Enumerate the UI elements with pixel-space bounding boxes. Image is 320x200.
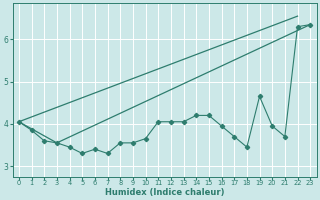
X-axis label: Humidex (Indice chaleur): Humidex (Indice chaleur) [105,188,224,197]
